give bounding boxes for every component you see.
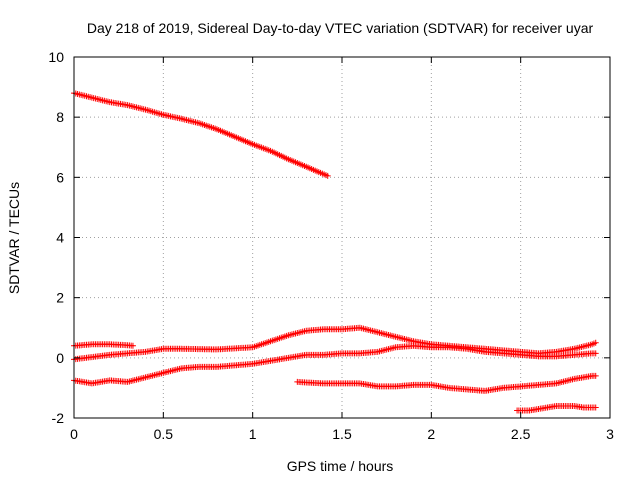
data-point xyxy=(592,339,599,346)
series-track-d xyxy=(71,342,599,387)
y-tick-label: 8 xyxy=(56,109,64,125)
x-tick-label: 2.5 xyxy=(511,426,531,442)
y-tick-label: 10 xyxy=(48,49,64,65)
chart-title: Day 218 of 2019, Sidereal Day-to-day VTE… xyxy=(87,20,594,36)
x-tick-label: 0 xyxy=(70,426,78,442)
x-tick-label: 3 xyxy=(606,426,614,442)
tick-labels: 0 0.5 1 1.5 2 2.5 3 -2 0 2 4 6 8 10 xyxy=(48,49,614,442)
y-tick-label: 6 xyxy=(56,169,64,185)
series-track-c xyxy=(71,324,599,363)
data-point xyxy=(324,172,331,179)
y-tick-label: 2 xyxy=(56,290,64,306)
x-tick-label: 0.5 xyxy=(154,426,174,442)
y-axis-label: SDTVAR / TECUs xyxy=(6,182,22,294)
x-axis-label: GPS time / hours xyxy=(287,458,394,474)
x-tick-label: 2 xyxy=(427,426,435,442)
series-track-a xyxy=(71,90,331,179)
x-tick-label: 1.5 xyxy=(332,426,352,442)
data-series xyxy=(71,90,599,414)
series-track-e xyxy=(294,372,599,394)
data-point xyxy=(592,372,599,379)
y-tick-label: 0 xyxy=(56,350,64,366)
data-point xyxy=(129,342,136,349)
series-track-f xyxy=(514,402,599,414)
x-tick-label: 1 xyxy=(249,426,257,442)
series-track-b xyxy=(71,341,136,349)
data-point xyxy=(592,350,599,357)
grid-lines xyxy=(74,57,610,418)
axis-ticks xyxy=(73,56,611,419)
data-point xyxy=(592,404,599,411)
y-tick-label: -2 xyxy=(52,410,65,426)
y-tick-label: 4 xyxy=(56,230,64,246)
